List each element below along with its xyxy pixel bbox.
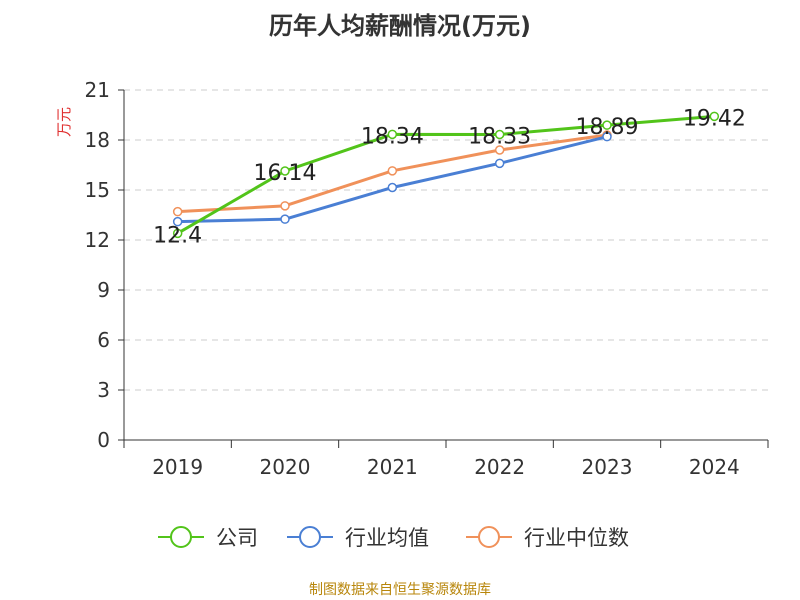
y-tick-label: 21: [85, 78, 110, 102]
data-point: [602, 131, 612, 142]
series-line: [176, 114, 715, 235]
source-footer: 制图数据来自恒生聚源数据库: [309, 582, 491, 598]
legend-label: 公司: [216, 526, 258, 550]
y-tick-label: 12: [85, 228, 110, 252]
x-tick-label: 2022: [474, 455, 525, 479]
y-tick-label: 9: [97, 278, 110, 302]
data-label: 18.34: [361, 124, 424, 149]
data-point: [280, 166, 290, 176]
grid-lines: [124, 89, 768, 391]
data-point: [709, 111, 720, 122]
legend-label: 行业中位数: [524, 526, 629, 550]
y-tick-label: 3: [97, 378, 110, 402]
x-tick-label: 2023: [582, 455, 633, 479]
axes: 0 3 6 9 12 15 18 21 万元 2019 2020 2021 2022 2023 2024: [55, 78, 769, 479]
y-tick-label: 0: [97, 428, 110, 452]
data-label: 19.42: [683, 106, 746, 131]
series-group: [172, 111, 720, 239]
data-point: [387, 182, 398, 193]
chart-title: 历年人均薪酬情况(万元): [269, 12, 531, 40]
data-point: [172, 216, 183, 227]
data-point: [387, 166, 398, 176]
data-point: [494, 158, 505, 169]
data-point: [280, 201, 290, 211]
y-tick-label: 15: [85, 178, 110, 202]
y-tick-label: 6: [97, 328, 110, 352]
legend-marker: [478, 526, 500, 548]
legend-marker: [299, 526, 321, 548]
x-tick-label: 2019: [152, 455, 203, 479]
data-point: [172, 206, 183, 217]
legend: 公司 行业均值 行业中位数: [158, 526, 629, 550]
data-point: [172, 228, 183, 239]
data-labels: 12.4 16.14 18.34 18.33 18.89 19.42: [153, 106, 746, 248]
data-label: 16.14: [254, 161, 317, 186]
data-point: [494, 129, 505, 140]
x-tick-label: 2020: [260, 455, 311, 479]
x-tick-label: 2021: [367, 455, 418, 479]
y-axis-label: 万元: [55, 107, 73, 137]
data-point: [602, 120, 612, 130]
y-tick-label: 18: [85, 128, 110, 152]
data-label: 18.33: [468, 125, 531, 150]
x-tick-label: 2024: [689, 455, 740, 479]
legend-label: 行业均值: [345, 526, 429, 550]
data-label: 18.89: [576, 115, 639, 140]
data-point: [387, 129, 398, 140]
data-point: [494, 145, 505, 155]
data-point: [280, 214, 290, 224]
data-label: 12.4: [153, 223, 202, 248]
legend-marker: [170, 526, 192, 548]
